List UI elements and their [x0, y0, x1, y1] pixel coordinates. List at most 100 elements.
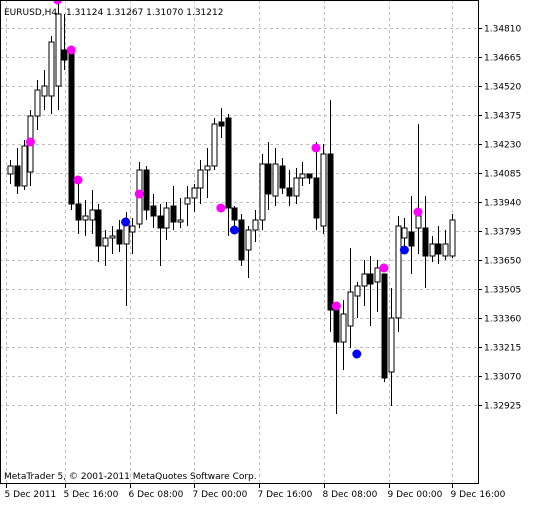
candle-body-bull: [259, 163, 266, 221]
candle-body-bull: [7, 165, 14, 175]
x-tick-label: 8 Dec 08:00: [323, 490, 378, 500]
candle-body-bear: [408, 231, 415, 247]
marker-top: [73, 175, 83, 185]
candle-body-bear: [327, 153, 334, 311]
candle-body-bull: [41, 85, 48, 97]
candle: [306, 173, 313, 184]
candle-body-bull: [293, 177, 300, 197]
candle-body-bull: [347, 291, 354, 327]
y-tick-label: 1.34810: [484, 25, 521, 35]
candle-body-bear: [381, 273, 388, 379]
candle: [197, 160, 204, 204]
marker-top: [66, 45, 76, 55]
candle-body-bear: [422, 227, 429, 257]
y-axis: 1.34810 1.34665 1.34520 1.34375 1.34230 1.340…: [478, 25, 521, 412]
candle: [143, 166, 150, 220]
candle-body-bull: [109, 235, 116, 239]
candle: [381, 273, 388, 382]
y-tick-label: 1.33360: [484, 315, 521, 325]
candle: [361, 260, 368, 306]
candle-body-bull: [401, 227, 408, 239]
candle: [41, 70, 48, 110]
candle: [327, 100, 334, 332]
marker-top: [379, 263, 389, 273]
candle: [21, 140, 28, 190]
candle: [238, 214, 245, 266]
candles: [7, 2, 456, 414]
candle: [75, 180, 82, 234]
candle: [374, 260, 381, 312]
candle-body-bear: [313, 177, 320, 219]
candle: [55, 2, 62, 110]
candle: [340, 300, 347, 370]
x-tick-label: 9 Dec 16:00: [451, 490, 506, 500]
candle: [388, 288, 395, 406]
candle: [347, 248, 354, 348]
candle: [7, 160, 14, 184]
candle: [211, 118, 218, 170]
candle-body-bull: [34, 89, 41, 117]
y-tick-label: 1.33940: [484, 199, 521, 209]
candle-body-bear: [231, 207, 238, 221]
candle: [218, 108, 225, 138]
candle-body-bear: [157, 215, 164, 229]
marker-bottom: [399, 245, 409, 255]
marker-top: [216, 203, 226, 213]
candle-body-bull: [21, 145, 28, 187]
y-tick-label: 1.34230: [484, 141, 521, 151]
candle-body-bull: [197, 169, 204, 189]
candle-body-bull: [48, 41, 55, 97]
candle: [245, 226, 252, 278]
candle: [293, 168, 300, 204]
candle-body-bull: [320, 153, 327, 227]
candle: [170, 186, 177, 230]
candle: [116, 220, 123, 252]
x-tick-label: 7 Dec 00:00: [193, 490, 248, 500]
candle: [422, 196, 429, 288]
candle-body-bull: [55, 13, 62, 87]
candle: [367, 256, 374, 326]
marker-top: [331, 301, 341, 311]
ohlc-values: 1.31124 1.31267 1.31070 1.31212: [66, 8, 223, 18]
candle: [320, 144, 327, 234]
candle: [129, 218, 136, 254]
candle: [225, 114, 232, 236]
candle: [109, 226, 116, 254]
candle-body-bull: [361, 273, 368, 287]
candle-body-bull: [395, 225, 402, 319]
candle-body-bull: [82, 215, 89, 221]
candle-body-bear: [170, 205, 177, 223]
candle-body-bull: [204, 165, 211, 171]
candle: [333, 308, 340, 414]
plot-frame: [0, 0, 479, 484]
marker-bottom: [121, 217, 131, 227]
candle: [150, 194, 157, 228]
candle-body-bear: [116, 229, 123, 245]
candle: [34, 80, 41, 130]
candle-body-bull: [415, 215, 422, 229]
candle: [429, 236, 436, 262]
candle: [82, 200, 89, 236]
candle-body-bear: [143, 169, 150, 211]
candle-body-bull: [211, 123, 218, 167]
x-tick-label: 9 Dec 00:00: [388, 490, 443, 500]
marker-bottom: [229, 225, 239, 235]
candle-body-bull: [129, 225, 136, 233]
candle: [14, 148, 21, 194]
y-tick-label: 1.33070: [484, 373, 521, 383]
x-tick-label: 7 Dec 16:00: [258, 490, 313, 500]
candle: [442, 230, 449, 260]
candle: [102, 230, 109, 266]
y-tick-label: 1.33795: [484, 228, 521, 238]
candle-body-bear: [150, 205, 157, 217]
candle-body-bull: [442, 243, 449, 257]
y-tick-label: 1.34085: [484, 170, 521, 180]
candle-body-bull: [340, 313, 347, 343]
candle: [408, 196, 415, 274]
x-tick-label: 5 Dec 16:00: [64, 490, 119, 500]
candle: [272, 148, 279, 206]
candle-body-bull: [245, 229, 252, 251]
candle-body-bear: [95, 209, 102, 247]
